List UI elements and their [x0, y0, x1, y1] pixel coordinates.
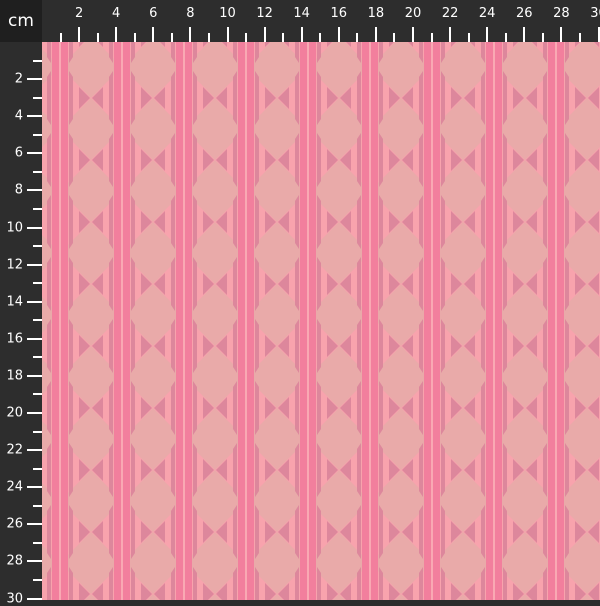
ruler-tick: [33, 245, 42, 248]
ruler-tick: [430, 33, 433, 42]
top-ruler-label: 6: [149, 6, 158, 21]
ruler-tick: [27, 523, 42, 526]
ruler-tick: [245, 33, 248, 42]
ruler-tick: [33, 133, 42, 136]
ruler-tick: [27, 337, 42, 340]
top-ruler-label: 22: [441, 6, 459, 21]
ruler-tick: [27, 449, 42, 452]
top-ruler-label: 28: [553, 6, 570, 21]
ruler-tick: [33, 207, 42, 210]
top-ruler-label: 12: [256, 6, 273, 21]
left-ruler-label: 14: [6, 294, 23, 310]
top-ruler-label: 4: [112, 6, 121, 21]
ruler-tick: [33, 356, 42, 359]
top-ruler-label: 26: [516, 6, 533, 21]
ruler-tick: [189, 27, 192, 42]
left-ruler-label: 24: [6, 479, 23, 495]
ruler-tick: [33, 578, 42, 581]
ruler-tick: [27, 374, 42, 377]
ruler-tick: [393, 33, 396, 42]
ruler-tick: [33, 541, 42, 544]
ruler-tick: [412, 27, 414, 42]
ruler-tick: [33, 504, 42, 507]
left-ruler-label: 12: [6, 257, 23, 273]
ruler-tick: [152, 27, 155, 42]
ruler-tick: [133, 33, 136, 42]
ruler-tick: [467, 33, 470, 42]
ruler-tick: [27, 597, 42, 600]
ruler-tick: [319, 33, 322, 42]
ruler-tick: [486, 27, 489, 42]
top-ruler-label: 18: [367, 6, 385, 21]
ruler-tick: [282, 33, 285, 42]
left-ruler-label: 8: [14, 182, 23, 198]
top-ruler-label: 10: [219, 6, 236, 21]
ruler-tick: [226, 27, 229, 42]
ruler-tick: [33, 170, 42, 173]
left-ruler-label: 26: [6, 516, 23, 532]
ruler-tick: [78, 27, 81, 42]
ruler-tick: [523, 27, 526, 42]
top-ruler-label: 24: [478, 6, 496, 21]
ruler-tick: [207, 33, 210, 42]
ruler-tick: [33, 393, 42, 396]
ruler-tick: [115, 27, 118, 42]
ruler-tick: [504, 33, 507, 42]
left-ruler-label: 20: [6, 405, 23, 421]
ruler-tick: [578, 33, 581, 42]
ruler-tick: [27, 412, 42, 414]
left-ruler-label: 10: [6, 220, 23, 235]
ruler-tick: [59, 33, 62, 42]
ruler-tick: [27, 300, 42, 303]
left-ruler-label: 6: [14, 145, 23, 161]
ruler-tick: [33, 319, 42, 322]
top-ruler-label: 14: [293, 6, 310, 21]
unit-label: cm: [0, 0, 42, 42]
ruler-tick: [27, 78, 42, 81]
ruler-tick: [170, 33, 173, 42]
left-ruler-label: 30: [6, 591, 23, 606]
top-ruler-label: 8: [186, 6, 195, 21]
ruler-tick: [337, 27, 340, 42]
top-ruler-label: 20: [404, 6, 422, 21]
ruler-tick: [33, 282, 42, 285]
ruler-tick: [27, 152, 42, 155]
ruler-tick: [27, 486, 42, 489]
ruler-tick: [560, 27, 563, 42]
ruler-tick: [27, 115, 42, 118]
ruler-tick: [96, 33, 99, 42]
top-ruler-label: 16: [330, 6, 348, 21]
ruler-tick: [597, 27, 600, 42]
left-ruler-label: 16: [6, 331, 23, 347]
ruler-tick: [27, 263, 42, 266]
ruler-tick: [33, 430, 42, 433]
ruler-tick: [33, 467, 42, 470]
ruler-tick: [27, 560, 42, 563]
ruler-tick: [541, 33, 544, 42]
ruler-tick: [27, 226, 42, 229]
left-ruler-label: 4: [14, 108, 23, 124]
left-ruler: 2 4 6 8 10 12 14 16 18 20 22 24 26 28 30: [0, 42, 42, 606]
top-ruler-label: 2: [74, 6, 84, 21]
fabric-pattern: [42, 42, 600, 600]
left-ruler-label: 2: [14, 71, 23, 87]
ruler-tick: [449, 27, 452, 42]
ruler-tick: [263, 27, 266, 42]
ruler-tick: [33, 96, 42, 99]
ruler-tick: [27, 189, 42, 192]
left-ruler-label: 28: [6, 553, 23, 569]
ruler-tick: [356, 33, 359, 42]
top-ruler-label: 30: [590, 6, 600, 21]
left-ruler-label: 22: [6, 442, 23, 458]
ruler-tick: [33, 59, 42, 62]
ruler-tick: [374, 27, 377, 42]
ruler-tick: [300, 27, 303, 42]
left-ruler-label: 18: [6, 368, 23, 384]
